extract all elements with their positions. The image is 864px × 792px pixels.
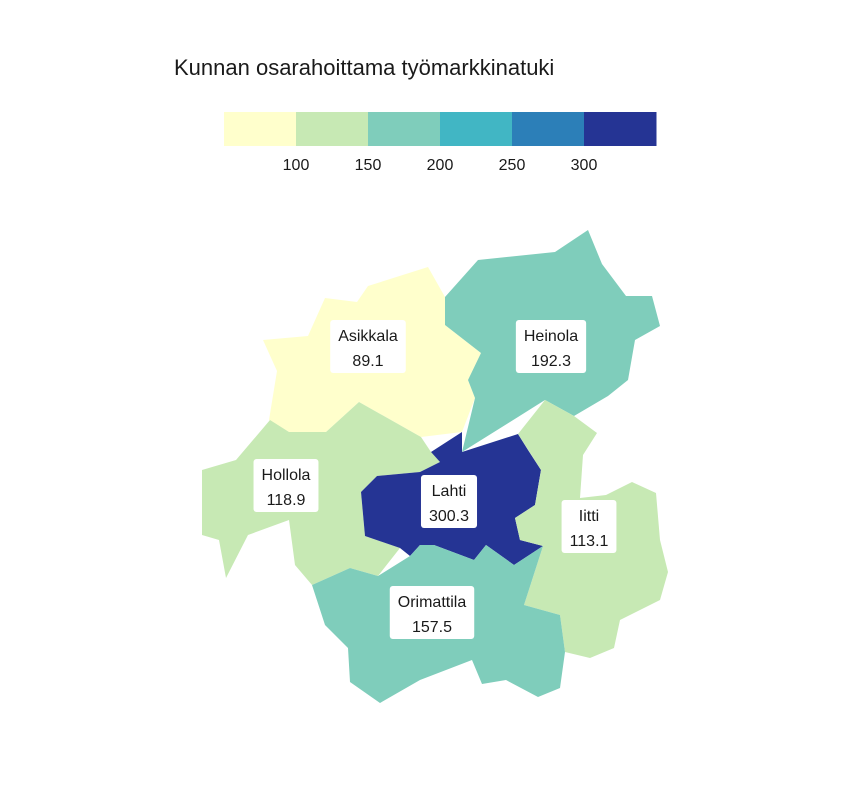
legend-swatch: [224, 112, 297, 146]
legend-swatch: [512, 112, 585, 146]
region-label-heinola: Heinola 192.3: [515, 320, 587, 373]
legend-tick-label: 100: [283, 157, 310, 174]
legend-swatch: [368, 112, 441, 146]
municipality-name: Asikkala: [338, 328, 398, 345]
legend-swatch: [440, 112, 513, 146]
region-label-hollola: Hollola 118.9: [253, 459, 319, 512]
region-label-lahti: Lahti 300.3: [420, 475, 478, 528]
map-title: Kunnan osarahoittama työmarkkinatuki: [174, 55, 555, 80]
municipality-labels: Asikkala 89.1 Heinola 192.3 Hollola 118.9 Laht…: [253, 320, 617, 639]
municipality-name: Orimattila: [398, 594, 467, 611]
municipality-name: Iitti: [579, 508, 599, 525]
legend-tick-label: 200: [427, 157, 454, 174]
legend-tick-label: 250: [499, 157, 526, 174]
label-box: [253, 459, 319, 512]
label-box: [515, 320, 587, 373]
region-label-asikkala: Asikkala 89.1: [330, 320, 406, 373]
municipality-value: 113.1: [570, 533, 609, 550]
color-legend: 100 150 200 250 300: [224, 112, 657, 174]
legend-tick-label: 300: [571, 157, 598, 174]
legend-swatch: [584, 112, 657, 146]
region-hollola[interactable]: [202, 402, 440, 585]
municipality-value: 157.5: [412, 619, 452, 636]
region-label-iitti: Iitti 113.1: [561, 500, 617, 553]
municipality-value: 89.1: [352, 353, 383, 370]
label-box: [561, 500, 617, 553]
label-box: [389, 586, 475, 639]
municipality-value: 300.3: [429, 508, 469, 525]
municipality-name: Hollola: [262, 467, 311, 484]
legend-tick-label: 150: [355, 157, 382, 174]
label-box: [420, 475, 478, 528]
municipality-value: 118.9: [267, 492, 306, 509]
region-label-orimattila: Orimattila 157.5: [389, 586, 475, 639]
municipality-name: Lahti: [432, 483, 467, 500]
municipality-name: Heinola: [524, 328, 578, 345]
municipality-value: 192.3: [531, 353, 571, 370]
label-box: [330, 320, 406, 373]
legend-swatch: [296, 112, 369, 146]
